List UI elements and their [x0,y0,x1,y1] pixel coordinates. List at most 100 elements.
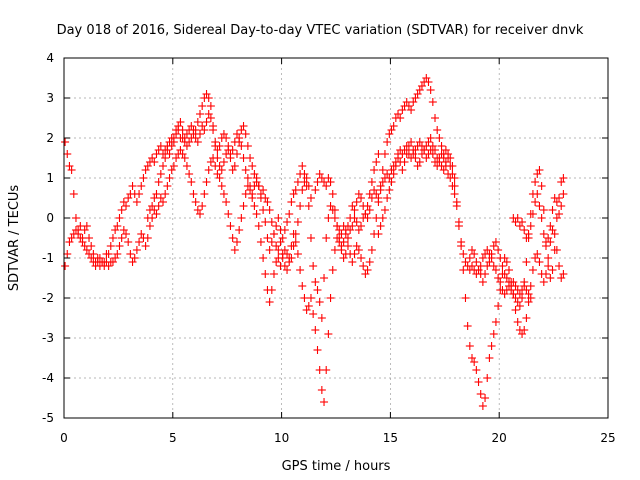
data-point [555,210,564,218]
data-point [196,130,204,138]
data-point [219,130,228,138]
data-point [198,202,207,210]
data-point [394,154,403,162]
data-point [487,342,496,350]
data-point [185,170,194,178]
data-point [124,194,133,202]
data-point [232,130,241,138]
data-point [283,218,292,226]
data-point [387,178,396,186]
data-point [474,378,483,386]
data-point [243,174,252,182]
data-point [376,222,385,230]
data-point [357,254,366,262]
y-tick-label: 1 [46,171,54,185]
data-point [335,234,344,242]
y-tick-label: 2 [46,131,54,145]
data-point [524,298,533,306]
data-point [189,126,198,134]
data-point [124,238,133,246]
data-point [363,202,372,210]
data-point [487,250,496,258]
data-point [333,222,342,230]
x-tick-label: 0 [60,431,68,445]
data-point [117,234,126,242]
x-axis-label: GPS time / hours [282,459,391,474]
data-point [515,302,524,310]
data-point [494,302,503,310]
data-point [119,226,128,234]
x-axis-ticks: 0 5 10 15 20 25 [60,58,616,445]
data-point [518,218,527,226]
data-point [135,190,144,198]
data-point [383,194,392,202]
data-point [274,214,283,222]
data-point [389,122,398,130]
data-point [235,134,244,142]
data-point [343,234,352,242]
data-point [326,294,335,302]
data-point [287,198,296,206]
data-point [407,138,416,146]
data-point [396,114,405,122]
data-point [531,178,540,186]
data-point [165,150,174,158]
data-point [289,242,298,250]
data-point [298,282,307,290]
data-points [61,74,568,410]
data-point [404,142,413,150]
data-point [145,206,154,214]
data-point [531,254,540,262]
data-point [444,150,453,158]
data-point [415,138,424,146]
data-point [330,206,339,214]
data-point [311,186,320,194]
data-point [182,130,191,138]
data-point [122,202,131,210]
data-point [350,206,359,214]
data-point [256,238,265,246]
data-point [539,278,548,286]
data-point [198,122,207,130]
data-point [263,234,272,242]
data-point [533,190,542,198]
data-point [363,266,372,274]
data-point [518,294,527,302]
data-point [426,146,435,154]
data-point [463,322,472,330]
data-point [193,206,202,214]
data-point [378,178,387,186]
data-point [193,118,202,126]
data-point [483,374,492,382]
data-point [108,258,117,266]
data-point [537,182,546,190]
data-point [322,182,331,190]
data-point [546,238,555,246]
data-point [535,166,544,174]
data-point [357,222,366,230]
y-tick-label: 4 [46,51,54,65]
data-point [500,290,509,298]
data-point [287,254,296,262]
x-tick-label: 15 [383,431,398,445]
data-point [228,146,237,154]
data-point [315,298,324,306]
data-point [67,234,76,242]
data-point [259,206,268,214]
data-point [141,166,150,174]
data-point [311,278,320,286]
data-point [485,354,494,362]
data-point [263,198,272,206]
data-point [317,386,326,394]
data-point [215,174,224,182]
data-point [204,166,213,174]
data-point [472,366,481,374]
data-point [78,238,87,246]
data-point [289,190,298,198]
data-point [302,306,311,314]
data-point [544,262,553,270]
data-point [278,254,287,262]
data-point [367,178,376,186]
data-point [130,254,139,262]
data-point [219,190,228,198]
